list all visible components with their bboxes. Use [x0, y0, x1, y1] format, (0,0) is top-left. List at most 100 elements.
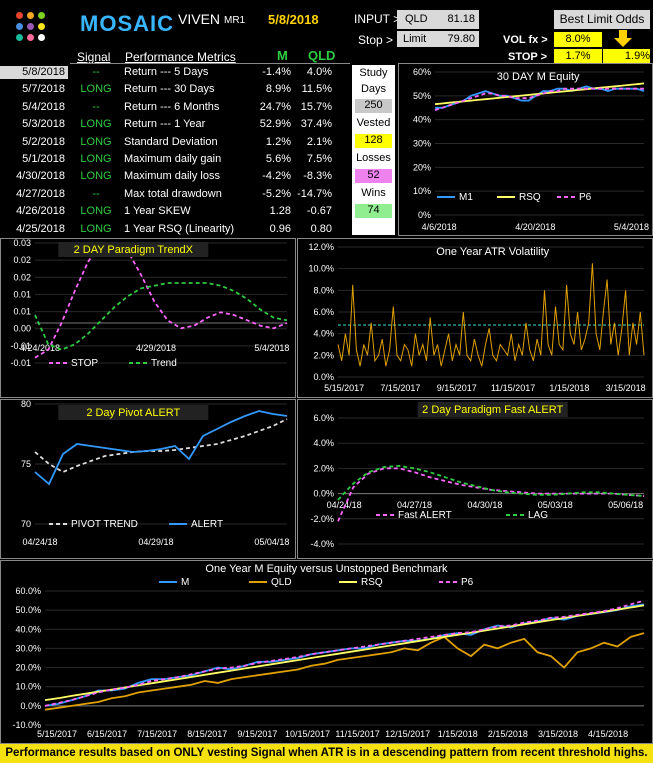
row-m: 1.28 — [269, 205, 291, 218]
x-tick-label: 4/6/2018 — [422, 222, 457, 232]
down-arrow-icon — [614, 30, 632, 47]
y-tick-label: 8.0% — [313, 285, 334, 295]
series-line-alert — [34, 410, 288, 486]
series-line-p6 — [44, 599, 645, 707]
input-field[interactable]: QLD 81.18 — [397, 10, 479, 29]
logo-dot — [16, 34, 23, 41]
row-date: 5/7/2018 — [22, 83, 65, 96]
y-tick-label: 40.0% — [15, 624, 41, 634]
row-qld: 2.1% — [306, 135, 332, 148]
x-tick-label: 04/24/18 — [327, 500, 362, 510]
x-tick-label: 11/15/2017 — [491, 383, 535, 393]
best-limit-odds: Best Limit Odds — [554, 10, 650, 29]
limit-value: 79.80 — [447, 33, 475, 45]
x-tick-label: 05/03/18 — [538, 500, 573, 510]
y-tick-label: 40% — [413, 115, 431, 125]
row-qld: 11.5% — [301, 83, 332, 96]
x-tick-label: 2/15/2018 — [488, 729, 528, 739]
y-tick-label: 0.0% — [313, 372, 334, 382]
vested-label: Vested — [356, 117, 391, 129]
row-m: 8.9% — [265, 83, 291, 96]
limit-field[interactable]: Limit 79.80 — [397, 31, 479, 47]
y-tick-label: 20% — [413, 162, 431, 172]
legend-label: Trend — [151, 358, 177, 369]
equity30-chart: 0% 10% 20% 30% 40% 50% 60% 4/6/2018 4/20/2018 5/4… — [398, 63, 653, 236]
row-qld: 4.0% — [306, 66, 332, 78]
x-tick-label: 1/15/2018 — [549, 383, 589, 393]
y-tick-label: 12.0% — [308, 242, 334, 252]
row-qld: -8.3% — [303, 170, 332, 183]
x-tick-label: 3/15/2018 — [538, 729, 578, 739]
x-tick-label: 4/20/2018 — [515, 222, 555, 232]
col-signal: Signal — [77, 50, 111, 64]
best-limit-label: Best Limit Odds — [559, 12, 645, 26]
chart-title: 30 DAY M Equity — [497, 71, 580, 83]
row-date: 4/27/2018 — [16, 187, 65, 200]
row-date: 5/8/2018 — [0, 66, 68, 79]
y-tick-label: -10.0% — [12, 720, 41, 730]
row-signal: LONG — [80, 222, 112, 235]
chart-title-bg — [417, 402, 568, 417]
logo-dot — [27, 23, 34, 30]
y-tick-label: 20.0% — [15, 663, 41, 673]
y-tick-label: -0.01 — [10, 341, 31, 351]
logo-dot — [16, 23, 23, 30]
stop2-value: 1.7% — [554, 49, 602, 64]
x-tick-label: 3/15/2018 — [606, 383, 646, 393]
series-line-rsq — [44, 604, 645, 701]
y-tick-label: -0.01 — [10, 358, 31, 368]
row-qld: 37.4% — [300, 118, 332, 131]
chart-title-bg — [58, 405, 209, 420]
row-metric: Maximum daily loss — [124, 170, 220, 183]
volfx-label: VOL fx > — [503, 34, 548, 46]
col-m: M — [277, 48, 288, 63]
x-tick-label: 5/4/2018 — [254, 343, 289, 353]
x-tick-label: 04/27/18 — [397, 500, 432, 510]
y-tick-label: 50.0% — [15, 605, 41, 615]
atr-chart: 0.0% 2.0% 4.0% 6.0% 8.0% 10.0% 12.0% 5/15/2017 7… — [297, 238, 653, 398]
logo-dot — [38, 12, 45, 19]
legend-label: M — [181, 577, 189, 588]
series-line-stop — [34, 242, 288, 359]
x-tick-label: 5/15/2017 — [37, 729, 77, 739]
row-date: 5/4/2018 — [22, 100, 65, 113]
x-tick-label: 8/15/2017 — [187, 729, 227, 739]
losses-value: 52 — [355, 169, 392, 183]
row-date: 4/30/2018 — [16, 170, 65, 183]
y-tick-label: 6.0% — [313, 413, 334, 423]
row-metric: Standard Deviation — [124, 135, 218, 148]
chart-title: 2 Day Paradigm Fast ALERT — [422, 404, 563, 416]
y-tick-label: 30% — [413, 139, 431, 149]
stop2-label: STOP > — [508, 51, 548, 63]
legend-label: Fast ALERT — [398, 510, 452, 521]
row-signal: LONG — [80, 205, 112, 218]
legend-label: P6 — [579, 192, 592, 203]
legend-label: STOP — [71, 358, 98, 369]
x-tick-label: 4/29/2018 — [136, 343, 176, 353]
row-metric: Return --- 1 Year — [124, 118, 206, 131]
x-tick-label: 5/15/2017 — [324, 383, 364, 393]
losses-label: Losses — [356, 152, 391, 164]
y-tick-label: 0.02 — [13, 255, 31, 265]
chart-title: 2 Day Pivot ALERT — [86, 407, 180, 419]
row-signal: LONG — [80, 135, 112, 148]
yearequity-chart: -10.0% 0.0% 10.0% 20.0% 30.0% 40.0% 50.0% 60.0%… — [0, 560, 653, 744]
series-line-lag — [337, 464, 645, 501]
row-metric: Max total drawdown — [124, 187, 222, 200]
legend-label: P6 — [461, 577, 474, 588]
input-symbol: QLD — [405, 13, 428, 25]
study-panel: Study Days 250 Vested 128 Losses 52 Wins… — [352, 65, 395, 235]
row-qld: -0.67 — [306, 205, 332, 218]
row-signal: LONG — [80, 83, 112, 96]
y-tick-label: 60.0% — [15, 586, 41, 596]
footer-disclaimer: Performance results based on ONLY vestin… — [0, 744, 653, 763]
row-signal: LONG — [80, 153, 112, 165]
product-name: VIVEN — [178, 11, 221, 27]
series-line-p6 — [434, 87, 644, 111]
row-m: 52.9% — [259, 118, 291, 131]
y-tick-label: 30.0% — [15, 643, 41, 653]
series-line-qld — [44, 632, 645, 711]
row-signal: -- — [92, 187, 100, 200]
pivot-chart: 70 75 80 04/24/18 04/29/18 05/04/18 2 Day Pivo… — [0, 399, 296, 559]
table-divider — [70, 63, 350, 64]
